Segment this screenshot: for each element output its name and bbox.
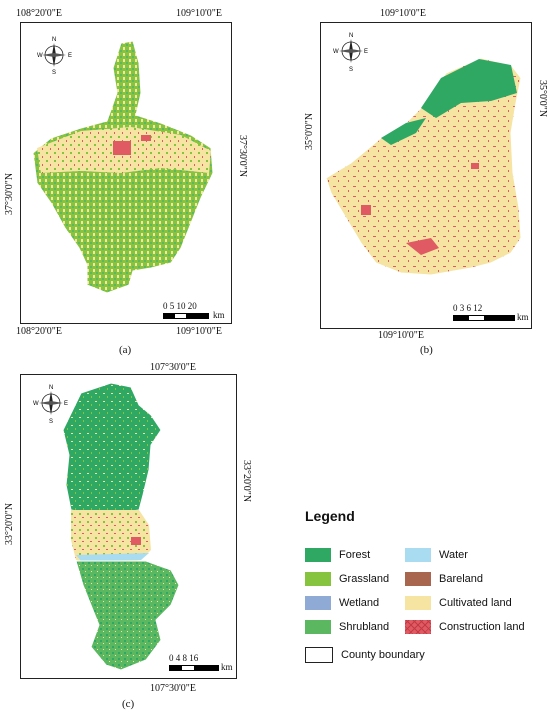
legend-swatch-shrubland: [305, 620, 331, 634]
legend-label-forest: Forest: [339, 549, 371, 561]
legend-item-cultivated: Cultivated land: [405, 596, 512, 610]
panel-a-compass: N S W E: [37, 37, 72, 76]
panel-b-label: (b): [420, 344, 433, 356]
panel-c-map-frame: N S W E 0 4 8 16 km: [20, 374, 237, 679]
panel-c-scale-unit: km: [221, 662, 233, 672]
panel-c-scalebar: 0 4 8 16 km: [169, 653, 236, 673]
legend-item-water: Water: [405, 548, 468, 562]
svg-text:N: N: [49, 385, 53, 391]
legend-item-forest: Forest: [305, 548, 370, 562]
svg-text:S: S: [49, 419, 53, 425]
legend-label-grassland: Grassland: [339, 573, 390, 585]
legend-label-boundary: County boundary: [341, 649, 425, 661]
panel-a-top-left-coord: 108°20'0"E: [16, 8, 62, 19]
panel-a-top-right-coord: 109°10'0"E: [176, 8, 222, 19]
legend-item-shrubland: Shrubland: [305, 620, 389, 634]
svg-text:W: W: [333, 49, 339, 55]
panel-c-bottom-coord: 107°30'0"E: [150, 683, 196, 694]
legend-swatch-boundary: [305, 647, 333, 663]
panel-b-map-frame: N S W E 0 3 6 12 km: [320, 22, 532, 329]
panel-a-map-frame: N S W E 0 5 10 20 km: [20, 22, 232, 324]
legend-label-water: Water: [439, 549, 468, 561]
panel-a-map: N S W E: [32, 37, 214, 294]
svg-text:S: S: [349, 67, 353, 73]
legend-label-bareland: Bareland: [439, 573, 484, 585]
legend-swatch-grassland: [305, 572, 331, 586]
legend-swatch-wetland: [305, 596, 331, 610]
svg-text:E: E: [364, 49, 368, 55]
legend-swatch-cultivated: [405, 596, 431, 610]
panel-c-water-strip: [76, 553, 149, 561]
panel-b-county-shape: [325, 57, 522, 276]
panel-b-top-coord: 109°10'0"E: [380, 8, 426, 19]
legend: Legend Forest Grassland Wetland Shrubland Wa…: [305, 508, 535, 678]
panel-b-construction-patch: [406, 238, 439, 255]
legend-item-wetland: Wetland: [305, 596, 379, 610]
legend-swatch-forest: [305, 548, 331, 562]
svg-text:N: N: [349, 33, 353, 39]
panel-b-scale-numbers: 0 3 6 12: [453, 303, 483, 313]
legend-swatch-water: [405, 548, 431, 562]
legend-label-cultivated: Cultivated land: [439, 597, 512, 609]
legend-item-bareland: Bareland: [405, 572, 483, 586]
legend-label-wetland: Wetland: [339, 597, 380, 609]
compass-w: W: [37, 53, 43, 59]
legend-label-shrubland: Shrubland: [339, 621, 390, 633]
panel-b-scalebar: 0 3 6 12 km: [453, 303, 531, 323]
panel-c-left-coord: 33°20'0"N: [4, 502, 15, 545]
panel-c-scale-numbers: 0 4 8 16: [169, 653, 199, 663]
legend-item-boundary: County boundary: [305, 647, 425, 663]
panel-c-right-coord: 33°20'0"N: [241, 460, 252, 503]
compass-e: E: [68, 53, 72, 59]
panel-a-scale-unit: km: [213, 310, 225, 320]
panel-c-label: (c): [122, 698, 135, 710]
panel-a-label: (a): [119, 344, 132, 356]
panel-b-map: N S W E: [325, 33, 522, 276]
legend-item-grassland: Grassland: [305, 572, 389, 586]
panel-a-left-coord: 37°30'0"N: [4, 172, 15, 215]
panel-a-scalebar: 0 5 10 20 km: [163, 301, 231, 321]
panel-a-bottom-left-coord: 108°20'0"E: [16, 326, 62, 337]
panel-b-bottom-coord: 109°10'0"E: [378, 330, 424, 341]
panel-a-scale-numbers: 0 5 10 20: [163, 301, 197, 311]
legend-item-construction: Construction land: [405, 620, 525, 634]
panel-c-map: N S W E: [33, 382, 180, 671]
legend-swatch-bareland: [405, 572, 431, 586]
panel-b-right-coord: 35°0'0"N: [537, 80, 548, 118]
panel-c-county-shape-north: [62, 382, 162, 516]
panel-a-right-coord: 37°30'0"N: [237, 135, 248, 178]
panel-a-bottom-right-coord: 109°10'0"E: [176, 326, 222, 337]
compass-s: S: [52, 70, 56, 76]
panel-c-top-coord: 107°30'0"E: [150, 362, 196, 373]
legend-title: Legend: [305, 508, 355, 524]
svg-text:W: W: [33, 401, 39, 407]
svg-text:E: E: [64, 401, 68, 407]
compass-n: N: [52, 37, 56, 43]
legend-swatch-construction: [405, 620, 431, 634]
panel-b-left-coord: 35°0'0"N: [304, 112, 315, 150]
legend-label-construction: Construction land: [439, 621, 525, 633]
panel-a-construction-patch: [113, 141, 131, 155]
panel-b-scale-unit: km: [517, 312, 529, 322]
